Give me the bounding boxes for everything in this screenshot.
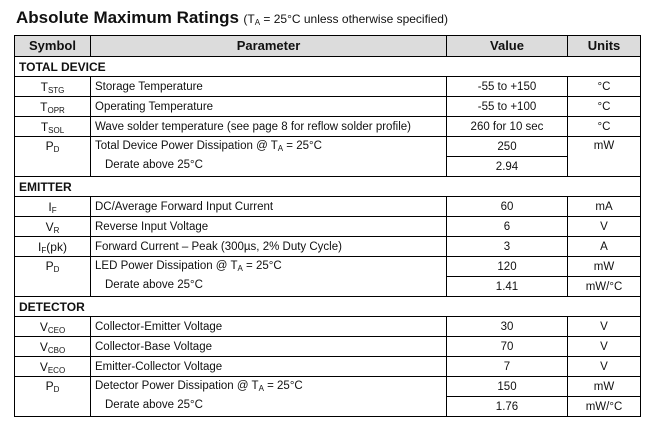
symbol-cell: PD — [14, 256, 91, 297]
value-cell: 60 — [446, 196, 568, 217]
table-row: PD LED Power Dissipation @ TA = 25°C Der… — [14, 256, 641, 297]
parameter-cell: Collector-Emitter Voltage — [90, 316, 447, 337]
derate-unit-cell: mW/°C — [567, 276, 641, 297]
symbol-cell: TSTG — [14, 76, 91, 97]
unit-cell: °C — [567, 96, 641, 117]
section-row-emitter: EMITTER — [14, 176, 641, 197]
parameter-cell: LED Power Dissipation @ TA = 25°C Derate… — [90, 256, 447, 297]
unit-cell: V — [567, 336, 641, 357]
derate-unit-cell: mW/°C — [567, 396, 641, 417]
derate-value-cell: 2.94 — [446, 156, 568, 177]
table-row: PD Detector Power Dissipation @ TA = 25°… — [14, 376, 641, 417]
parameter-cell: Detector Power Dissipation @ TA = 25°C D… — [90, 376, 447, 417]
title-cond-post: = 25°C unless otherwise specified) — [260, 12, 448, 26]
table-row: PD Total Device Power Dissipation @ TA =… — [14, 136, 641, 177]
table-row: IF(pk) Forward Current – Peak (300µs, 2%… — [14, 236, 641, 257]
section-label: DETECTOR — [14, 296, 641, 317]
parameter-cell: Emitter-Collector Voltage — [90, 356, 447, 377]
unit-cell: mW — [567, 256, 641, 277]
unit-cell: °C — [567, 76, 641, 97]
derate-value-cell: 1.41 — [446, 276, 568, 297]
symbol-cell: VCBO — [14, 336, 91, 357]
symbol-cell: IF — [14, 196, 91, 217]
symbol-cell: VECO — [14, 356, 91, 377]
unit-cell: mW — [567, 376, 641, 397]
value-cell: 6 — [446, 216, 568, 237]
symbol-cell: VCEO — [14, 316, 91, 337]
table-row: VCBO Collector-Base Voltage 70 V — [14, 336, 641, 357]
unit-cell: V — [567, 356, 641, 377]
derate-value-cell: 1.76 — [446, 396, 568, 417]
symbol-cell: IF(pk) — [14, 236, 91, 257]
section-row-detector: DETECTOR — [14, 296, 641, 317]
unit-cell: mA — [567, 196, 641, 217]
value-cell: 3 — [446, 236, 568, 257]
symbol-cell: TOPR — [14, 96, 91, 117]
unit-cell: V — [567, 216, 641, 237]
value-cell: -55 to +100 — [446, 96, 568, 117]
symbol-cell: PD — [14, 136, 91, 177]
header-units: Units — [567, 35, 641, 57]
value-cell: 250 — [446, 136, 568, 157]
table-row: TOPR Operating Temperature -55 to +100 °… — [14, 96, 641, 117]
parameter-cell: Collector-Base Voltage — [90, 336, 447, 357]
ratings-table: Symbol Parameter Value Units TOTAL DEVIC… — [14, 35, 641, 417]
parameter-cell: Total Device Power Dissipation @ TA = 25… — [90, 136, 447, 177]
unit-cell: A — [567, 236, 641, 257]
unit-cell: mW — [567, 136, 641, 177]
parameter-cell: Reverse Input Voltage — [90, 216, 447, 237]
value-cell: -55 to +150 — [446, 76, 568, 97]
table-row: VR Reverse Input Voltage 6 V — [14, 216, 641, 237]
parameter-cell: Operating Temperature — [90, 96, 447, 117]
table-row: 1.41 mW/°C — [15, 276, 641, 297]
table-row: TSOL Wave solder temperature (see page 8… — [14, 116, 641, 137]
value-cell: 120 — [446, 256, 568, 277]
value-cell: 70 — [446, 336, 568, 357]
value-cell: 30 — [446, 316, 568, 337]
symbol-cell: VR — [14, 216, 91, 237]
derate-label: Derate above 25°C — [105, 399, 203, 411]
section-label: EMITTER — [14, 176, 641, 197]
table-row: VCEO Collector-Emitter Voltage 30 V — [14, 316, 641, 337]
parameter-cell: DC/Average Forward Input Current — [90, 196, 447, 217]
section-label: TOTAL DEVICE — [14, 56, 641, 77]
table-row: TSTG Storage Temperature -55 to +150 °C — [14, 76, 641, 97]
symbol-cell: PD — [14, 376, 91, 417]
table-row: VECO Emitter-Collector Voltage 7 V — [14, 356, 641, 377]
title-cond-sub: A — [254, 18, 261, 27]
derate-label: Derate above 25°C — [105, 159, 203, 171]
table-row: 1.76 mW/°C — [15, 396, 641, 417]
title-cond-pre: (T — [243, 12, 255, 26]
parameter-cell: Forward Current – Peak (300µs, 2% Duty C… — [90, 236, 447, 257]
symbol-cell: TSOL — [14, 116, 91, 137]
unit-cell: V — [567, 316, 641, 337]
header-value: Value — [446, 35, 568, 57]
header-parameter: Parameter — [90, 35, 447, 57]
table-row: IF DC/Average Forward Input Current 60 m… — [14, 196, 641, 217]
value-cell: 7 — [446, 356, 568, 377]
parameter-cell: Wave solder temperature (see page 8 for … — [90, 116, 447, 137]
page-title: Absolute Maximum Ratings (TA = 25°C unle… — [16, 8, 448, 28]
title-main: Absolute Maximum Ratings — [16, 8, 239, 27]
unit-cell: °C — [567, 116, 641, 137]
section-row-total-device: TOTAL DEVICE — [14, 56, 641, 77]
header-row: Symbol Parameter Value Units — [14, 35, 641, 57]
value-cell: 260 for 10 sec — [446, 116, 568, 137]
parameter-cell: Storage Temperature — [90, 76, 447, 97]
title-condition: (TA = 25°C unless otherwise specified) — [243, 12, 448, 27]
value-cell: 150 — [446, 376, 568, 397]
header-symbol: Symbol — [14, 35, 91, 57]
derate-label: Derate above 25°C — [105, 279, 203, 291]
